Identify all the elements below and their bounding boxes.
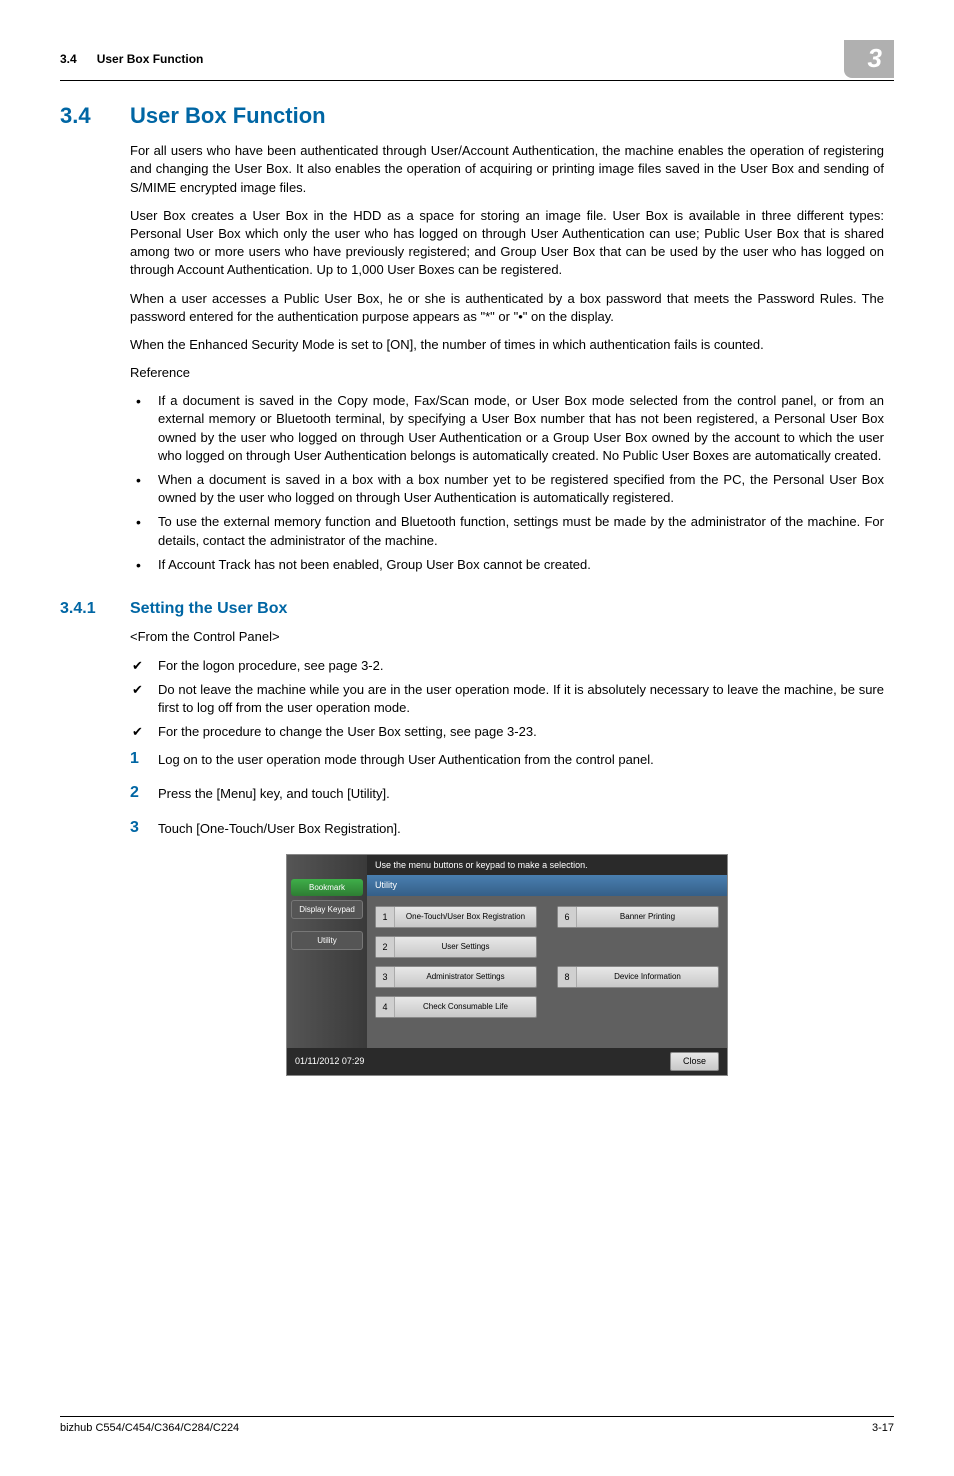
from-note: <From the Control Panel> <box>130 628 884 646</box>
utility-button-grid: 1One-Touch/User Box Registration 6Banner… <box>367 896 727 1048</box>
bullet-item: If a document is saved in the Copy mode,… <box>130 392 884 465</box>
check-consumable-button[interactable]: 4Check Consumable Life <box>375 996 537 1018</box>
paragraph-1: For all users who have been authenticate… <box>130 142 884 197</box>
utility-screenshot: Bookmark Display Keypad Utility Use the … <box>130 854 884 1076</box>
screenshot-instruction: Use the menu buttons or keypad to make a… <box>367 855 727 876</box>
step-item: Press the [Menu] key, and touch [Utility… <box>130 785 884 803</box>
device-information-button[interactable]: 8Device Information <box>557 966 719 988</box>
admin-settings-button[interactable]: 3Administrator Settings <box>375 966 537 988</box>
subsection-number: 3.4.1 <box>60 598 130 620</box>
display-keypad-tab[interactable]: Display Keypad <box>291 900 363 919</box>
user-settings-button[interactable]: 2User Settings <box>375 936 537 958</box>
section-number: 3.4 <box>60 101 130 132</box>
section-title: 3.4 User Box Function <box>60 101 894 132</box>
footer-product: bizhub C554/C454/C364/C284/C224 <box>60 1421 239 1436</box>
utility-titlebar: Utility <box>367 875 727 896</box>
utility-tab[interactable]: Utility <box>291 931 363 950</box>
header-left: 3.4 User Box Function <box>60 51 203 68</box>
subsection-title: 3.4.1 Setting the User Box <box>60 598 894 620</box>
bullet-item: If Account Track has not been enabled, G… <box>130 556 884 574</box>
screenshot-main: Use the menu buttons or keypad to make a… <box>367 855 727 1048</box>
screenshot-footer: 01/11/2012 07:29 Close <box>287 1048 727 1075</box>
check-item: For the logon procedure, see page 3-2. <box>130 657 884 675</box>
section-heading: User Box Function <box>130 101 326 132</box>
chapter-badge: 3 <box>844 40 894 78</box>
header-section-num: 3.4 <box>60 52 77 66</box>
close-button[interactable]: Close <box>670 1052 719 1071</box>
one-touch-userbox-button[interactable]: 1One-Touch/User Box Registration <box>375 906 537 928</box>
check-item: Do not leave the machine while you are i… <box>130 681 884 717</box>
subsection-heading: Setting the User Box <box>130 598 287 620</box>
bookmark-tab[interactable]: Bookmark <box>291 879 363 896</box>
banner-printing-button[interactable]: 6Banner Printing <box>557 906 719 928</box>
prereq-checks: For the logon procedure, see page 3-2. D… <box>130 657 884 742</box>
page-footer: bizhub C554/C454/C364/C284/C224 3-17 <box>60 1416 894 1436</box>
bullet-item: When a document is saved in a box with a… <box>130 471 884 507</box>
header-section-name: User Box Function <box>97 52 204 66</box>
paragraph-2: User Box creates a User Box in the HDD a… <box>130 207 884 280</box>
step-item: Log on to the user operation mode throug… <box>130 751 884 769</box>
screenshot-sidebar: Bookmark Display Keypad Utility <box>287 855 367 1048</box>
page-header: 3.4 User Box Function 3 <box>60 40 894 81</box>
screenshot-datetime: 01/11/2012 07:29 <box>295 1055 364 1068</box>
reference-bullets: If a document is saved in the Copy mode,… <box>130 392 884 574</box>
paragraph-4: When the Enhanced Security Mode is set t… <box>130 336 884 354</box>
paragraph-3: When a user accesses a Public User Box, … <box>130 290 884 326</box>
subsection-body: <From the Control Panel> For the logon p… <box>130 628 884 1075</box>
footer-page-num: 3-17 <box>872 1421 894 1436</box>
check-item: For the procedure to change the User Box… <box>130 723 884 741</box>
screenshot-panel: Bookmark Display Keypad Utility Use the … <box>286 854 728 1076</box>
procedure-steps: Log on to the user operation mode throug… <box>130 751 884 838</box>
reference-label: Reference <box>130 364 884 382</box>
step-item: Touch [One-Touch/User Box Registration]. <box>130 820 884 838</box>
section-body: For all users who have been authenticate… <box>130 142 884 574</box>
bullet-item: To use the external memory function and … <box>130 513 884 549</box>
